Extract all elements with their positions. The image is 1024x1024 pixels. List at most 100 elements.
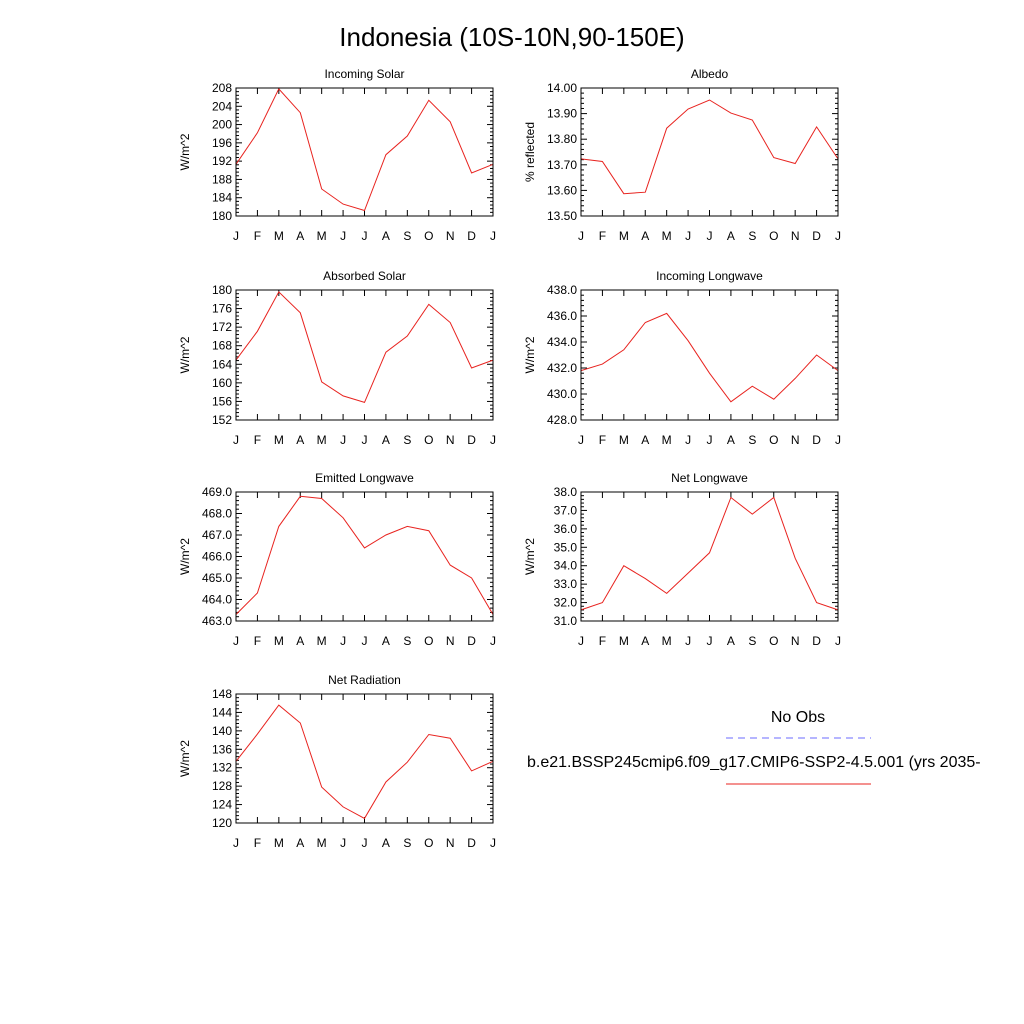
x-tick-label: D — [467, 634, 476, 648]
y-tick-label: 13.90 — [547, 107, 577, 121]
x-tick-label: J — [835, 229, 841, 243]
y-tick-label: 168 — [212, 339, 232, 353]
x-tick-label: O — [424, 836, 433, 850]
x-tick-label: M — [317, 229, 327, 243]
y-tick-label: 156 — [212, 394, 232, 408]
y-tick-label: 184 — [212, 191, 232, 205]
series-line — [580, 312, 839, 403]
x-tick-label: J — [490, 836, 496, 850]
y-tick-label: 13.50 — [547, 209, 577, 223]
y-tick-label: 128 — [212, 779, 232, 793]
y-tick-label: 160 — [212, 376, 232, 390]
x-tick-label: F — [599, 433, 606, 447]
x-tick-label: S — [403, 433, 411, 447]
series-line — [580, 496, 839, 611]
y-axis-label: W/m^2 — [178, 538, 192, 575]
x-tick-label: D — [812, 433, 821, 447]
x-tick-label: J — [835, 433, 841, 447]
y-tick-label: 434.0 — [547, 335, 577, 349]
x-tick-label: J — [362, 433, 368, 447]
x-tick-label: F — [254, 433, 261, 447]
y-axis-label: W/m^2 — [523, 336, 537, 373]
panel-7: Net Radiation W/m^2 148 144 140 136 132 128 124 1… — [178, 673, 496, 850]
y-tick-label: 188 — [212, 172, 232, 186]
panel-5: Emitted Longwave W/m^2 469.0 468.0 467.0 466.… — [178, 471, 496, 648]
y-tick-label: 14.00 — [547, 81, 577, 95]
x-tick-label: D — [812, 634, 821, 648]
y-tick-label: 463.0 — [202, 614, 232, 628]
x-tick-label: A — [727, 634, 735, 648]
y-tick-label: 176 — [212, 302, 232, 316]
y-tick-label: 36.0 — [554, 522, 578, 536]
y-tick-label: 34.0 — [554, 559, 578, 573]
y-tick-label: 124 — [212, 798, 232, 812]
panel-title: Net Longwave — [671, 471, 748, 485]
y-tick-label: 164 — [212, 357, 232, 371]
series-line — [235, 88, 494, 212]
y-tick-label: 428.0 — [547, 413, 577, 427]
x-tick-label: A — [296, 433, 304, 447]
panel-3: Absorbed Solar W/m^2 180 176 172 168 164 160 156… — [178, 269, 496, 447]
panel-title: Emitted Longwave — [315, 471, 414, 485]
plot-frame — [580, 491, 839, 622]
x-tick-label: A — [727, 433, 735, 447]
x-tick-label: N — [791, 433, 800, 447]
x-tick-label: J — [490, 433, 496, 447]
y-tick-label: 35.0 — [554, 540, 578, 554]
x-tick-label: S — [748, 229, 756, 243]
x-tick-label: J — [233, 229, 239, 243]
x-tick-label: J — [362, 229, 368, 243]
y-tick-label: 120 — [212, 816, 232, 830]
series-line — [235, 495, 494, 615]
x-tick-label: N — [446, 229, 455, 243]
x-tick-label: O — [424, 433, 433, 447]
x-tick-label: D — [467, 229, 476, 243]
y-tick-label: 144 — [212, 705, 232, 719]
x-tick-label: O — [769, 229, 778, 243]
panels: Incoming Solar W/m^2 208 204 200 196 192 188 184… — [178, 67, 841, 850]
y-tick-label: 172 — [212, 320, 232, 334]
y-tick-label: 465.0 — [202, 571, 232, 585]
x-tick-label: J — [707, 229, 713, 243]
y-tick-label: 436.0 — [547, 309, 577, 323]
x-tick-label: A — [296, 634, 304, 648]
x-tick-label: S — [403, 836, 411, 850]
x-tick-label: A — [296, 836, 304, 850]
x-tick-label: S — [403, 634, 411, 648]
x-tick-label: D — [812, 229, 821, 243]
series-line — [235, 291, 494, 404]
x-tick-label: J — [490, 229, 496, 243]
x-tick-label: A — [296, 229, 304, 243]
x-tick-label: D — [467, 433, 476, 447]
y-tick-label: 180 — [212, 283, 232, 297]
x-tick-label: J — [685, 634, 691, 648]
y-tick-label: 467.0 — [202, 528, 232, 542]
x-tick-label: J — [362, 634, 368, 648]
y-tick-label: 438.0 — [547, 283, 577, 297]
y-tick-label: 31.0 — [554, 614, 578, 628]
x-tick-label: S — [748, 634, 756, 648]
x-tick-label: M — [619, 433, 629, 447]
x-tick-label: A — [641, 229, 649, 243]
plot-frame — [580, 87, 839, 217]
y-axis-label: W/m^2 — [178, 336, 192, 373]
x-tick-label: J — [578, 634, 584, 648]
x-tick-label: S — [748, 433, 756, 447]
x-tick-label: A — [641, 433, 649, 447]
x-tick-label: J — [707, 634, 713, 648]
x-tick-label: A — [382, 634, 390, 648]
x-tick-label: N — [446, 433, 455, 447]
series-line — [235, 704, 494, 820]
x-tick-label: F — [599, 229, 606, 243]
y-tick-label: 469.0 — [202, 485, 232, 499]
x-tick-label: O — [424, 634, 433, 648]
x-tick-label: O — [769, 634, 778, 648]
panel-title: Absorbed Solar — [323, 269, 406, 283]
panel-1: Incoming Solar W/m^2 208 204 200 196 192 188 184… — [178, 67, 496, 243]
x-tick-label: J — [578, 229, 584, 243]
x-tick-label: S — [403, 229, 411, 243]
x-tick-label: J — [340, 634, 346, 648]
y-tick-label: 432.0 — [547, 361, 577, 375]
x-tick-label: M — [274, 836, 284, 850]
x-tick-label: M — [662, 229, 672, 243]
